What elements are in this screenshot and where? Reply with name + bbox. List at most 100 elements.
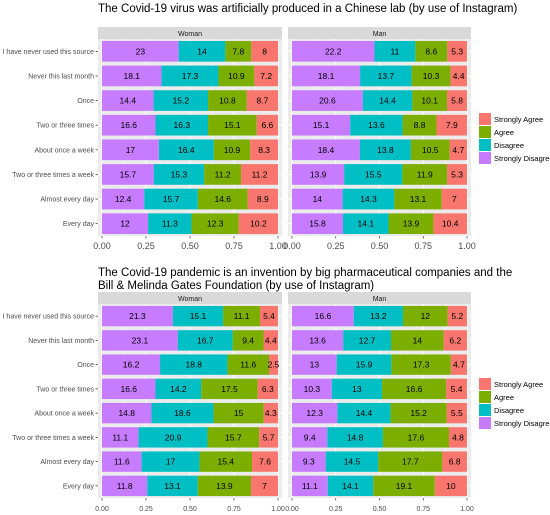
x-tick-label: 0.00 xyxy=(93,241,111,251)
bar-value-label: 10.9 xyxy=(228,71,245,81)
x-tick-label: 0.50 xyxy=(371,241,389,251)
bar-segment xyxy=(378,451,443,472)
bar-value-label: 5.3 xyxy=(451,46,463,56)
bar-segment xyxy=(292,164,345,185)
bar-value-label: 14.3 xyxy=(360,194,377,204)
x-tick-label: 0.75 xyxy=(416,506,430,513)
bar-segment xyxy=(382,378,447,400)
bar-value-label: 20.9 xyxy=(165,432,182,442)
bar-value-label: 11.9 xyxy=(417,169,433,179)
bar-value-label: 12.7 xyxy=(359,335,376,345)
bar-value-label: 16.7 xyxy=(197,335,214,345)
facet-strip-label: Man xyxy=(373,31,387,38)
facet-strip xyxy=(98,292,282,304)
chart2-title-line1: The Covid-19 pandemic is an invention by… xyxy=(98,267,513,279)
bar-value-label: 13.9 xyxy=(403,219,420,229)
bar-segment xyxy=(160,354,228,375)
bar-value-label: 10.1 xyxy=(421,96,438,106)
bar-value-label: 10.9 xyxy=(224,145,241,155)
bar-segment xyxy=(223,305,261,327)
bar-segment xyxy=(402,305,448,327)
bar-segment xyxy=(153,90,209,111)
y-category-label: Once xyxy=(77,98,94,105)
bar-value-label: 14 xyxy=(197,46,207,56)
bar-segment xyxy=(102,139,159,161)
bar-value-label: 16.6 xyxy=(315,311,332,321)
bar-value-label: 7.2 xyxy=(260,71,272,81)
bar-value-label: 8.8 xyxy=(414,120,426,130)
bar-value-label: 5.2 xyxy=(451,311,463,321)
bar-value-label: 10 xyxy=(446,481,456,491)
bar-value-label: 6.6 xyxy=(261,120,273,130)
bar-segment xyxy=(178,40,226,62)
bar-segment xyxy=(388,213,434,235)
bar-value-label: 15.5 xyxy=(365,169,382,179)
legend-label: Strongly Disagree xyxy=(494,154,550,163)
bar-segment xyxy=(390,402,447,424)
bar-value-label: 8.9 xyxy=(257,194,269,204)
bar-value-label: 5.5 xyxy=(451,408,463,418)
bar-value-label: 14.8 xyxy=(347,432,364,442)
bar-segment xyxy=(374,40,416,62)
bar-segment xyxy=(251,40,278,62)
bar-value-label: 4.3 xyxy=(265,408,277,418)
bar-segment xyxy=(102,164,154,185)
bar-segment xyxy=(292,402,338,424)
x-tick-label: 1.00 xyxy=(460,506,474,513)
bar-segment xyxy=(158,139,214,161)
bar-value-label: 12.3 xyxy=(207,219,224,229)
bar-value-label: 12.4 xyxy=(115,194,132,204)
x-tick-label: 0.50 xyxy=(181,241,199,251)
bar-value-label: 15.4 xyxy=(218,457,235,467)
bar-value-label: 4.8 xyxy=(452,432,464,442)
bar-segment xyxy=(102,188,145,210)
bar-value-label: 5.4 xyxy=(263,311,275,321)
facet-strip xyxy=(288,27,471,39)
bar-value-label: 14.6 xyxy=(214,194,231,204)
bar-value-label: 16.6 xyxy=(406,384,423,394)
bar-segment xyxy=(102,40,179,62)
bar-value-label: 18.1 xyxy=(318,71,335,81)
bar-value-label: 17.5 xyxy=(221,384,238,394)
bar-segment xyxy=(161,65,219,87)
bar-segment xyxy=(412,90,448,111)
bar-segment xyxy=(227,354,270,375)
bar-segment xyxy=(344,164,403,185)
bar-segment xyxy=(447,164,467,185)
bar-segment xyxy=(147,475,198,497)
legend-swatch xyxy=(479,113,491,125)
bar-value-label: 14.1 xyxy=(358,219,375,229)
bar-segment xyxy=(102,65,162,87)
bar-segment xyxy=(325,451,379,472)
bar-value-label: 18.1 xyxy=(123,71,140,81)
bar-segment xyxy=(251,475,278,497)
x-tick-label: 0.00 xyxy=(283,241,301,251)
legend-label: Strongly Disagree xyxy=(494,419,550,428)
bar-segment xyxy=(207,427,260,448)
bar-value-label: 11.2 xyxy=(215,169,231,179)
bar-value-label: 15.7 xyxy=(225,432,242,442)
bar-value-label: 13 xyxy=(352,384,362,394)
bar-value-label: 13.6 xyxy=(368,120,385,130)
bar-value-label: 5.8 xyxy=(451,96,463,106)
y-category-label: Almost every day xyxy=(40,459,94,466)
bar-segment xyxy=(197,475,252,497)
bar-segment xyxy=(292,305,354,327)
bar-value-label: 5.7 xyxy=(263,432,275,442)
y-category-label: I have never used this source xyxy=(3,49,95,56)
bar-segment xyxy=(353,305,403,327)
bar-segment xyxy=(394,188,442,210)
bar-value-label: 4.4 xyxy=(453,71,465,81)
bar-value-label: 18.4 xyxy=(318,145,335,155)
bar-segment xyxy=(327,475,374,497)
bar-segment xyxy=(327,427,383,448)
bar-value-label: 17.3 xyxy=(413,360,430,370)
legend-swatch xyxy=(479,139,491,151)
bar-segment xyxy=(447,90,467,111)
bar-segment xyxy=(102,354,161,375)
bar-segment xyxy=(102,475,148,497)
bar-segment xyxy=(449,139,467,161)
bar-value-label: 7.8 xyxy=(232,46,244,56)
bar-segment xyxy=(254,65,278,87)
bar-segment xyxy=(337,402,391,424)
